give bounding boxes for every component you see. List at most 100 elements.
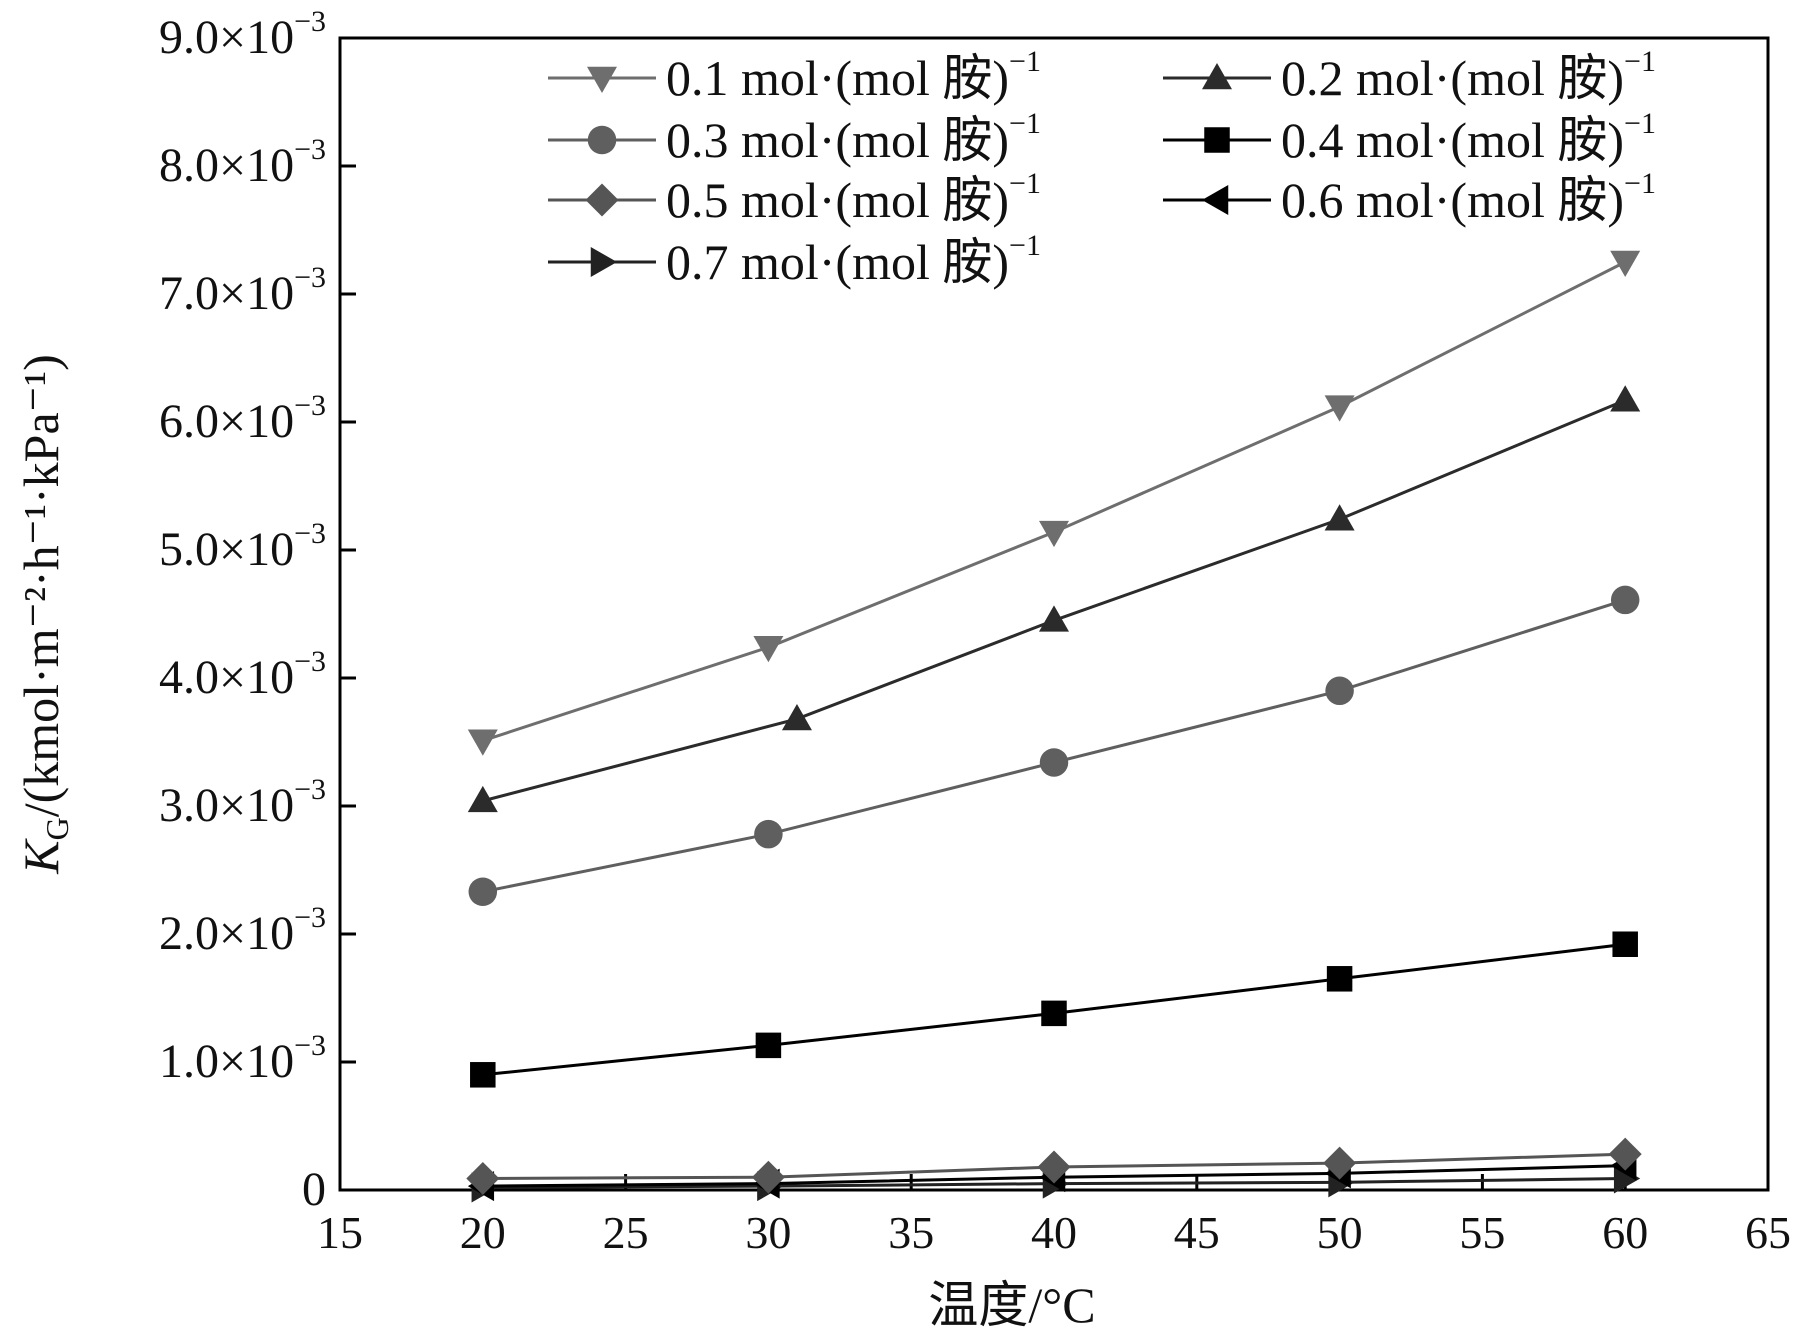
data-point (1325, 676, 1354, 706)
legend-label-name: 0.5 mol·(mol 胺) (666, 172, 1009, 228)
x-tick-label: 60 (1602, 1207, 1648, 1258)
series-4 (470, 931, 1638, 1088)
legend-label-exponent: −1 (1009, 45, 1041, 78)
data-point (751, 1160, 785, 1194)
y-tick-exponent: −3 (294, 5, 326, 38)
x-tick-label: 30 (745, 1207, 791, 1258)
y-tick-exponent: −3 (294, 517, 326, 550)
legend-swatch-marker (1204, 127, 1230, 153)
legend-swatch-marker (1202, 185, 1229, 215)
legend-label-exponent: −1 (1624, 45, 1656, 78)
legend-label-exponent: −1 (1624, 107, 1656, 140)
data-point (1326, 966, 1353, 992)
x-tick-label: 20 (460, 1207, 506, 1258)
y-axis-title: KG/(kmol·m⁻²·h⁻¹·kPa⁻¹) (13, 354, 75, 874)
data-point (1324, 395, 1355, 422)
x-tick-label: 15 (317, 1207, 363, 1258)
x-tick-label: 40 (1031, 1207, 1077, 1258)
data-point (755, 1032, 782, 1059)
y-tick-base: 0 (302, 1163, 326, 1216)
legend-item: 0.2 mol·(mol 胺)−1 (1163, 45, 1656, 106)
y-tick-exponent: −3 (294, 1029, 326, 1062)
x-tick-label: 55 (1459, 1207, 1505, 1258)
legend-label: 0.5 mol·(mol 胺)−1 (666, 167, 1041, 228)
y-tick-label: 1.0×10−3 (159, 1029, 326, 1088)
data-point (1037, 1150, 1071, 1184)
y-tick-label: 3.0×10−3 (159, 773, 326, 832)
data-point (467, 729, 498, 756)
y-tick-base: 7.0×10 (159, 267, 294, 320)
series-1 (467, 250, 1641, 756)
legend-swatch-marker (590, 247, 617, 277)
y-tick-exponent: −3 (294, 133, 326, 166)
x-tick-label: 45 (1174, 1207, 1220, 1258)
y-tick-label: 5.0×10−3 (159, 517, 326, 576)
data-point (1610, 385, 1641, 412)
legend-label-name: 0.4 mol·(mol 胺) (1281, 112, 1624, 168)
legend-label-exponent: −1 (1009, 167, 1041, 200)
legend-label: 0.1 mol·(mol 胺)−1 (666, 45, 1041, 106)
x-tick-label: 65 (1745, 1207, 1791, 1258)
y-tick-label: 4.0×10−3 (159, 645, 326, 704)
data-point (467, 785, 498, 813)
y-tick-exponent: −3 (294, 261, 326, 294)
legend-label-name: 0.2 mol·(mol 胺) (1281, 50, 1624, 106)
legend-swatch-marker (585, 183, 619, 217)
y-tick-base: 1.0×10 (159, 1035, 294, 1088)
x-axis: 15 20 25 30 35 40 45 50 55 60 65 (317, 1174, 1791, 1258)
series-line (482, 260, 1626, 743)
legend-label-exponent: −1 (1624, 167, 1656, 200)
y-tick-exponent: −3 (294, 389, 326, 422)
data-point (1041, 1000, 1067, 1027)
legend-label: 0.7 mol·(mol 胺)−1 (666, 229, 1041, 290)
legend-swatch-marker (587, 66, 617, 93)
x-tick-label: 50 (1317, 1207, 1363, 1258)
legend-label: 0.3 mol·(mol 胺)−1 (666, 107, 1041, 168)
legend-label: 0.4 mol·(mol 胺)−1 (1281, 107, 1656, 168)
data-point (1039, 605, 1069, 632)
legend-item: 0.6 mol·(mol 胺)−1 (1163, 167, 1656, 228)
x-tick-label: 35 (888, 1207, 934, 1258)
data-point (1612, 931, 1638, 957)
y-tick-base: 8.0×10 (159, 139, 294, 192)
y-tick-exponent: −3 (294, 773, 326, 806)
legend-item: 0.4 mol·(mol 胺)−1 (1163, 107, 1656, 168)
y-tick-base: 2.0×10 (159, 907, 294, 960)
series-3 (468, 585, 1640, 907)
y-tick-base: 5.0×10 (159, 523, 294, 576)
data-point (466, 1161, 500, 1195)
data-point (1039, 520, 1069, 548)
legend-item: 0.1 mol·(mol 胺)−1 (548, 45, 1041, 106)
data-point (753, 636, 784, 663)
legend-item: 0.5 mol·(mol 胺)−1 (548, 167, 1041, 228)
legend-label-name: 0.3 mol·(mol 胺) (666, 112, 1009, 168)
series-layer (466, 250, 1642, 1203)
legend-label-name: 0.6 mol·(mol 胺) (1281, 172, 1624, 228)
y-tick-base: 4.0×10 (159, 651, 294, 704)
y-tick-label: 6.0×10−3 (159, 389, 326, 448)
data-point (1610, 250, 1641, 277)
data-point (754, 819, 783, 849)
y-tick-exponent: −3 (294, 901, 326, 934)
y-tick-label: 0 (302, 1163, 326, 1216)
data-point (1324, 504, 1355, 531)
data-point (468, 877, 498, 907)
legend: 0.1 mol·(mol 胺)−1 0.2 mol·(mol 胺)−10.3 mo… (548, 45, 1656, 290)
legend-label-name: 0.7 mol·(mol 胺) (666, 234, 1009, 290)
y-tick-base: 9.0×10 (159, 11, 294, 64)
legend-label: 0.6 mol·(mol 胺)−1 (1281, 167, 1656, 228)
y-axis-title-sub: G (39, 817, 75, 840)
data-point (781, 703, 812, 731)
data-point (1323, 1146, 1357, 1180)
series-2 (467, 385, 1641, 813)
legend-item: 0.3 mol·(mol 胺)−1 (548, 107, 1041, 168)
y-tick-label: 7.0×10−3 (159, 261, 326, 320)
y-axis-title-main: K (13, 838, 69, 875)
data-point (1039, 748, 1069, 777)
data-point (1608, 1137, 1642, 1171)
y-axis-title-rest: /(kmol·m⁻²·h⁻¹·kPa⁻¹) (13, 354, 69, 817)
y-tick-base: 3.0×10 (159, 779, 294, 832)
y-axis: 01.0×10−32.0×10−33.0×10−34.0×10−35.0×10−… (159, 5, 356, 1216)
